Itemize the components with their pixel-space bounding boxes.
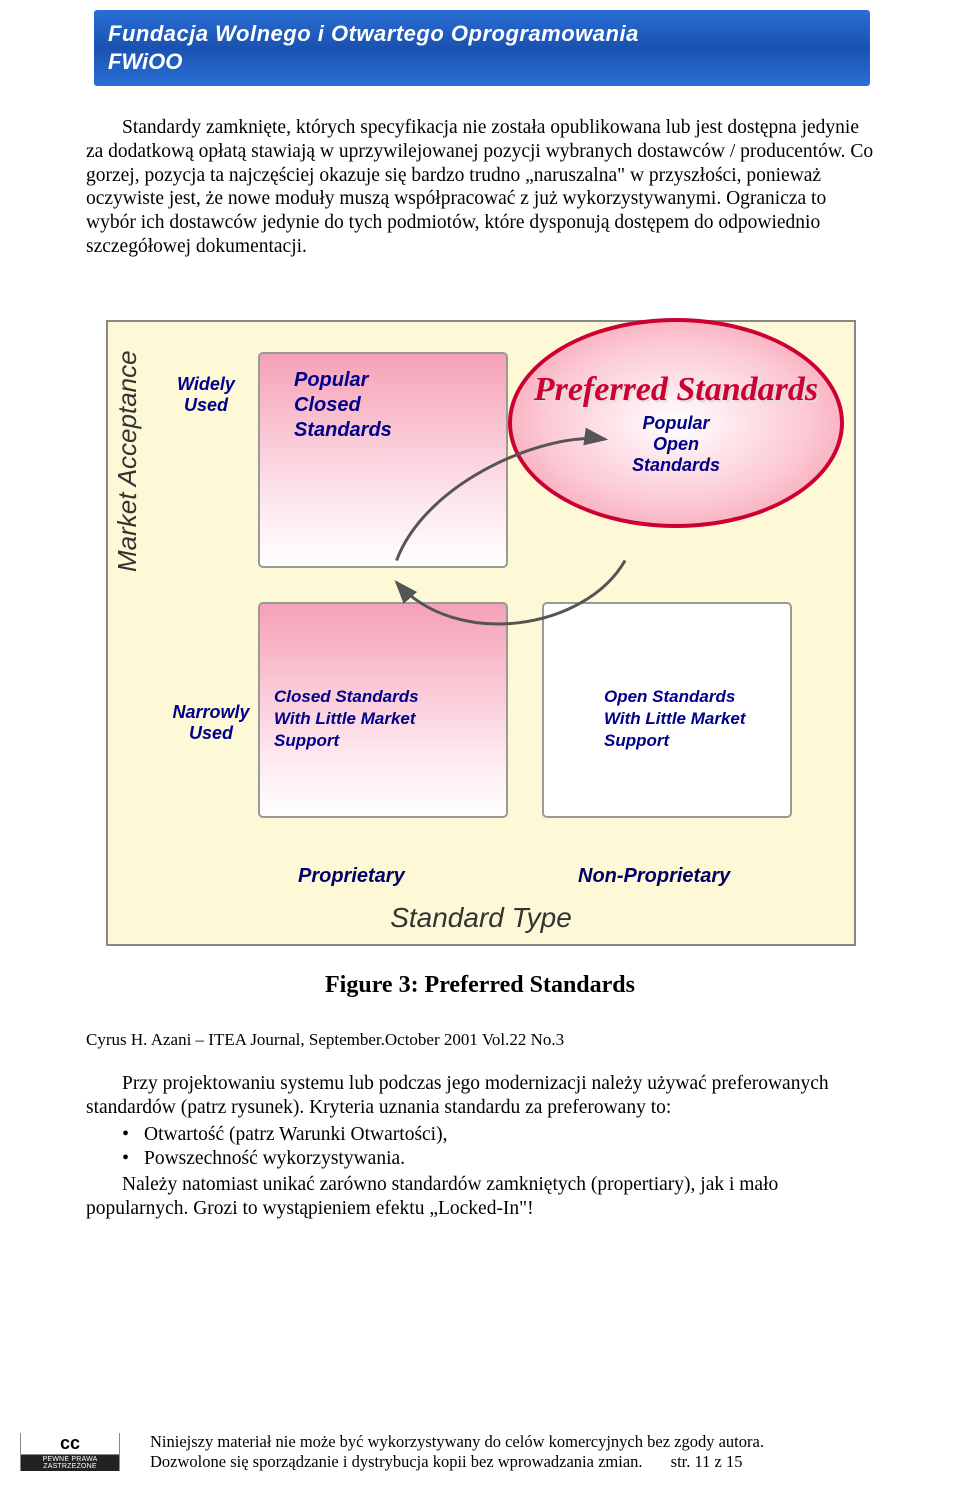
footer-text: Niniejszy materiał nie może być wykorzys… [150,1432,764,1473]
citation: Cyrus H. Azani – ITEA Journal, September… [86,1030,564,1050]
paragraph-2: Przy projektowaniu systemu lub podczas j… [86,1072,876,1120]
cc-badge-top: cc [21,1433,119,1455]
figure-caption: Figure 3: Preferred Standards [0,972,960,999]
figure-preferred-standards: Market Acceptance WidelyUsed NarrowlyUse… [106,320,856,946]
ellipse-sub: PopularOpenStandards [632,413,720,476]
x-axis-label: Standard Type [108,902,854,934]
x-tick-proprietary: Proprietary [298,865,405,888]
footer-line1: Niniejszy materiał nie może być wykorzys… [150,1432,764,1453]
preferred-standards-ellipse: Preferred Standards PopularOpenStandards [508,318,844,528]
paragraph-3: Należy natomiast unikać zarówno standard… [86,1173,876,1221]
y-tick-text-0: WidelyUsed [177,374,235,415]
bullet-list: Otwartość (patrz Warunki Otwartości), Po… [122,1122,876,1172]
x-tick-non-proprietary: Non-Proprietary [578,865,730,888]
paragraph-block-2: Przy projektowaniu systemu lub podczas j… [86,1072,876,1221]
quadrant-label-top-left: PopularClosedStandards [294,368,392,443]
quadrant-top-left: PopularClosedStandards [258,352,508,568]
y-axis-label: Market Acceptance [112,350,143,572]
quadrant-label-bottom-right: Open StandardsWith Little MarketSupport [604,686,746,752]
y-tick-narrowly-used: NarrowlyUsed [166,702,256,744]
cc-badge: cc PEWNE PRAWA ZASTRZEŻONE [20,1433,120,1471]
footer-line2: Dozwolone się sporządzanie i dystrybucja… [150,1452,643,1471]
y-tick-text-1: NarrowlyUsed [172,702,249,743]
header-line2: FWiOO [108,49,856,75]
y-tick-widely-used: WidelyUsed [166,374,246,416]
paragraph-block-1: Standardy zamknięte, których specyfikacj… [86,116,876,265]
quadrant-bottom-left: Closed StandardsWith Little MarketSuppor… [258,602,508,818]
header-line1: Fundacja Wolnego i Otwartego Oprogramowa… [108,21,856,47]
quadrant-bottom-right: Open StandardsWith Little MarketSupport [542,602,792,818]
cc-badge-bottom: PEWNE PRAWA ZASTRZEŻONE [21,1455,119,1471]
bullet-1: Otwartość (patrz Warunki Otwartości), [122,1122,876,1147]
page-number: str. 11 z 15 [671,1452,743,1471]
paragraph-1: Standardy zamknięte, których specyfikacj… [86,116,876,259]
header-banner: Fundacja Wolnego i Otwartego Oprogramowa… [94,10,870,86]
quadrant-label-bottom-left: Closed StandardsWith Little MarketSuppor… [274,686,419,752]
ellipse-title: Preferred Standards [534,371,818,409]
bullet-2: Powszechność wykorzystywania. [122,1146,876,1171]
footer: cc PEWNE PRAWA ZASTRZEŻONE Niniejszy mat… [0,1432,960,1473]
